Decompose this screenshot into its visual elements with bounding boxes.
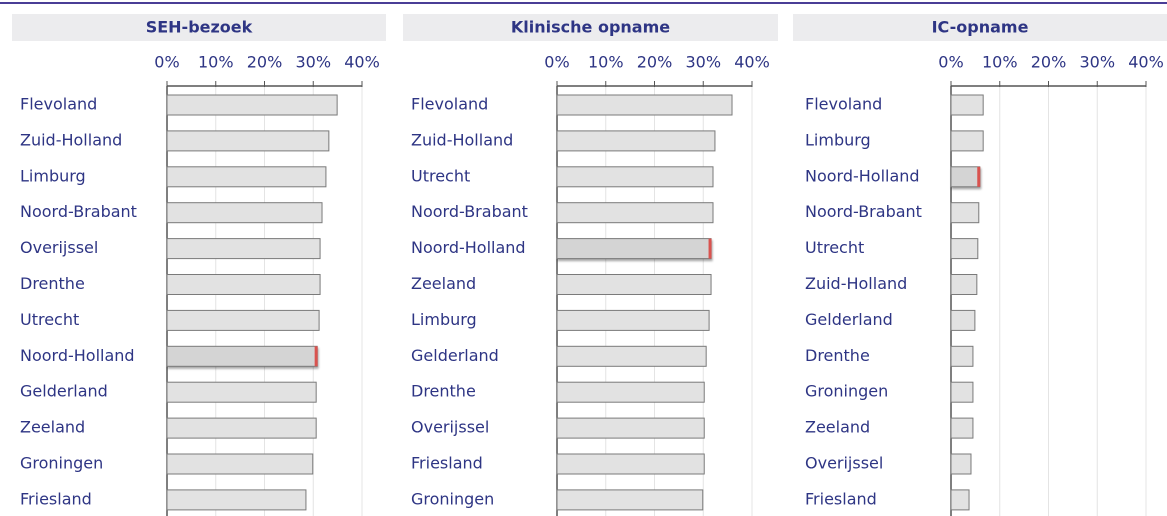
x-tick-label: 0% [938, 53, 963, 72]
bar [166, 130, 330, 152]
bar [556, 202, 714, 224]
bar [166, 166, 327, 188]
bar [166, 274, 321, 295]
category-label: Gelderland [411, 346, 499, 365]
x-tick-label: 40% [734, 53, 770, 72]
bar [950, 381, 974, 403]
x-tick-label: 0% [544, 53, 569, 72]
panel-title: IC-opname [932, 18, 1029, 37]
bar [950, 94, 984, 116]
x-tick-label: 20% [1031, 53, 1067, 72]
category-label: Limburg [20, 166, 86, 185]
category-label: Drenthe [20, 274, 85, 293]
bar [556, 166, 714, 188]
category-label: Noord-Brabant [411, 202, 528, 221]
bar [556, 238, 712, 260]
category-label: Gelderland [20, 382, 108, 401]
category-label: Groningen [805, 382, 888, 401]
category-label: Noord-Holland [20, 346, 135, 365]
category-label: Friesland [411, 454, 483, 473]
bar [950, 489, 970, 511]
category-label: Groningen [411, 489, 494, 508]
bar [950, 202, 980, 224]
category-label: Noord-Holland [805, 166, 920, 185]
bar [166, 453, 314, 475]
bar [166, 309, 320, 331]
bar [556, 130, 716, 152]
bar [950, 238, 979, 260]
bar [556, 381, 705, 403]
bar [950, 130, 984, 152]
x-tick-label: 30% [685, 53, 721, 72]
bar [950, 166, 981, 188]
x-tick-label: 40% [344, 53, 380, 72]
category-label: Zuid-Holland [805, 274, 907, 293]
bar [950, 453, 972, 475]
panel-title: Klinische opname [511, 18, 670, 37]
x-tick-label: 10% [198, 53, 234, 72]
category-label: Flevoland [20, 95, 97, 114]
category-label: Utrecht [20, 310, 79, 329]
category-label: Zuid-Holland [20, 130, 122, 149]
category-label: Drenthe [411, 382, 476, 401]
bar [166, 238, 321, 260]
bar [166, 345, 318, 367]
bar [166, 202, 323, 224]
bar [556, 274, 712, 295]
bar [556, 94, 733, 116]
category-label: Noord-Brabant [20, 202, 137, 221]
bar [556, 345, 707, 367]
category-label: Noord-Brabant [805, 202, 922, 221]
category-label: Limburg [411, 310, 477, 329]
bar [950, 309, 976, 331]
category-label: Friesland [805, 489, 877, 508]
panel-header [403, 14, 778, 41]
bar [950, 417, 974, 439]
category-label: Overijssel [805, 454, 883, 473]
category-label: Zeeland [411, 274, 476, 293]
category-label: Noord-Holland [411, 238, 526, 257]
x-tick-label: 30% [295, 53, 331, 72]
bar [556, 453, 705, 475]
category-label: Limburg [805, 130, 871, 149]
category-label: Groningen [20, 454, 103, 473]
bar [166, 417, 317, 439]
x-tick-label: 10% [588, 53, 624, 72]
category-label: Utrecht [805, 238, 864, 257]
category-label: Overijssel [411, 418, 489, 437]
x-tick-label: 10% [982, 53, 1018, 72]
x-tick-label: 20% [637, 53, 673, 72]
category-label: Flevoland [411, 95, 488, 114]
category-label: Friesland [20, 489, 92, 508]
panel-title: SEH-bezoek [146, 18, 253, 37]
category-label: Gelderland [805, 310, 893, 329]
category-label: Flevoland [805, 95, 882, 114]
x-tick-label: 40% [1128, 53, 1164, 72]
category-label: Overijssel [20, 238, 98, 257]
panel-header [793, 14, 1167, 41]
bar [166, 94, 338, 116]
bar [950, 274, 978, 295]
category-label: Utrecht [411, 166, 470, 185]
category-label: Zeeland [20, 418, 85, 437]
bar [950, 345, 974, 367]
bar [556, 309, 710, 331]
x-tick-label: 30% [1079, 53, 1115, 72]
panel-header [12, 14, 386, 41]
bar [556, 489, 704, 511]
x-tick-label: 0% [154, 53, 179, 72]
bar [556, 417, 705, 439]
category-label: Zeeland [805, 418, 870, 437]
bar [166, 489, 307, 511]
bar [166, 381, 317, 403]
category-label: Zuid-Holland [411, 130, 513, 149]
category-label: Drenthe [805, 346, 870, 365]
x-tick-label: 20% [247, 53, 283, 72]
